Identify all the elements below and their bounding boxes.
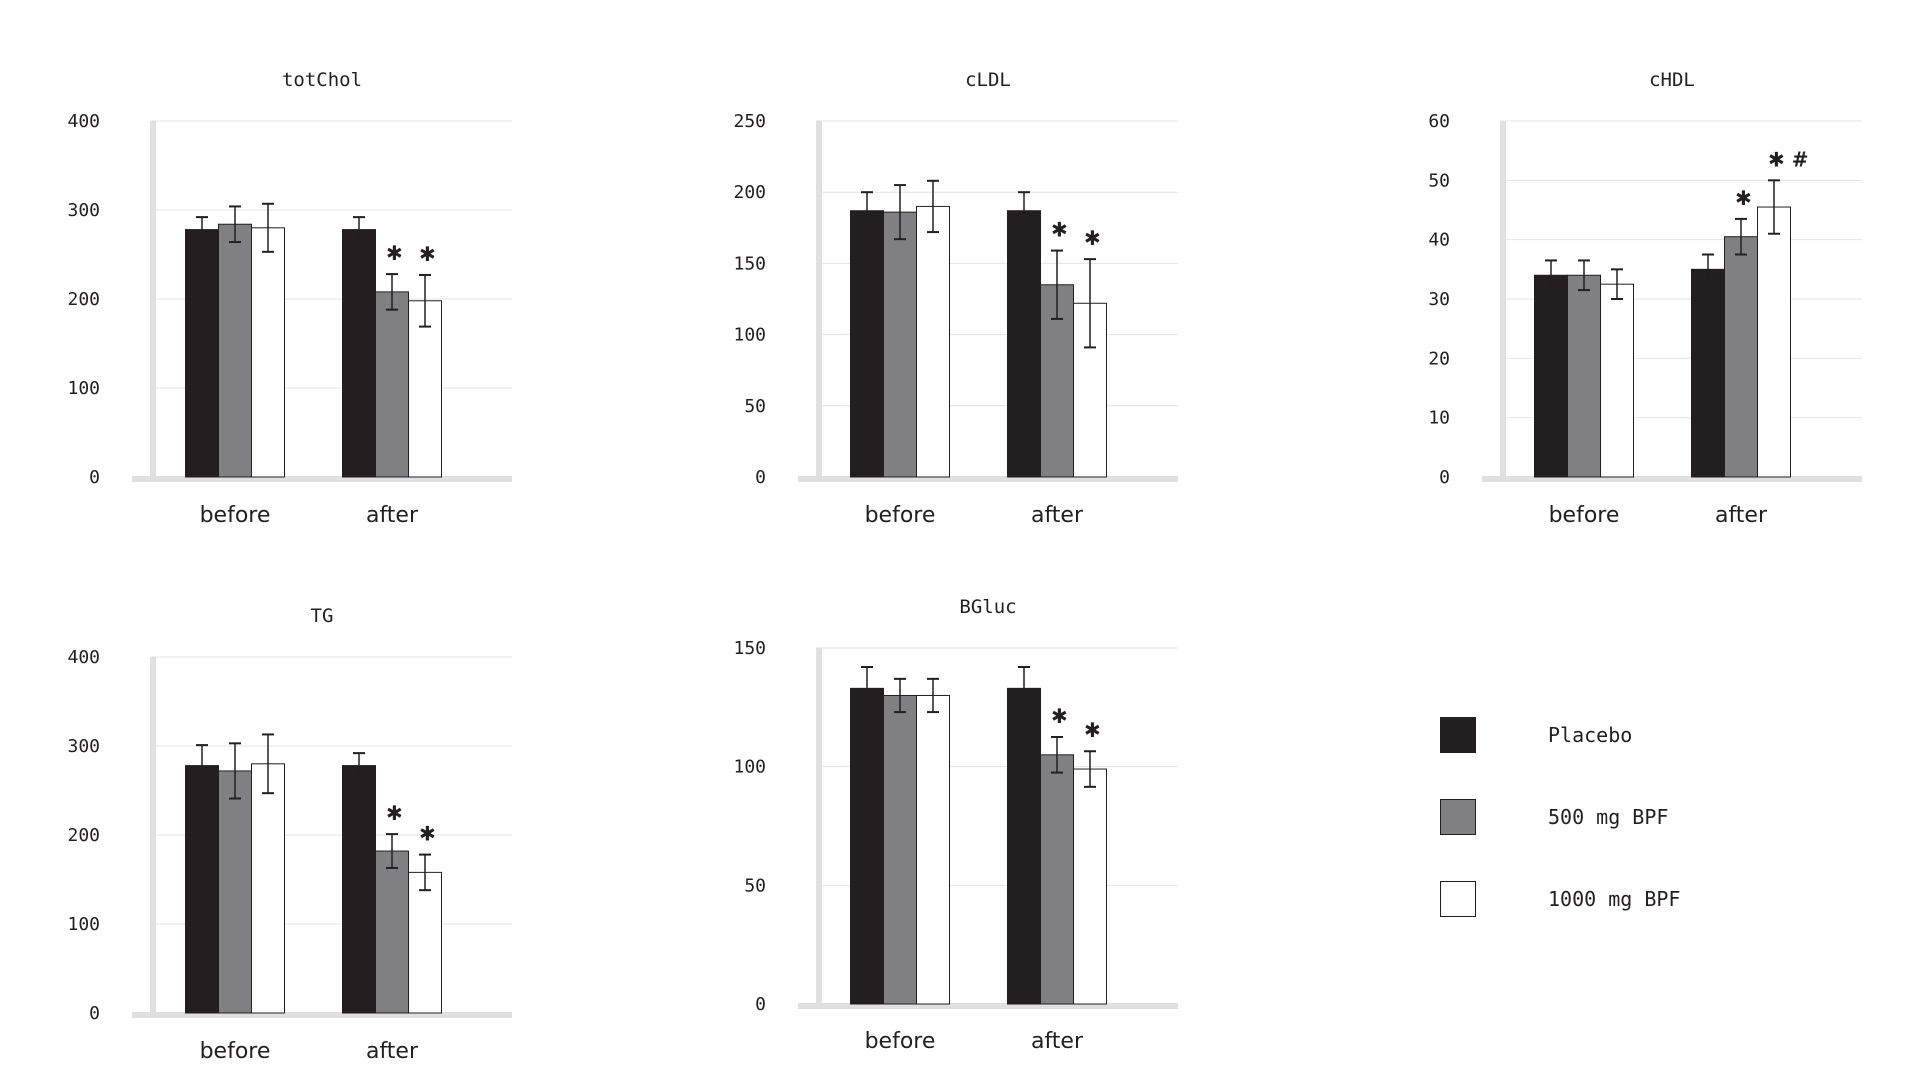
bar-totchol-before-500mg bbox=[218, 223, 252, 478]
category-label-bgluc-before: before bbox=[865, 1029, 936, 1054]
bar-cldl-after-1000mg bbox=[1073, 302, 1107, 478]
legend-label-1000mg: 1000 mg BPF bbox=[1548, 887, 1681, 911]
tick-label-chdl-0: 0 bbox=[1439, 467, 1450, 488]
legend-swatch-placebo bbox=[1440, 717, 1476, 753]
category-label-bgluc-after: after bbox=[1031, 1029, 1084, 1054]
tick-label-totchol-300: 300 bbox=[67, 200, 100, 221]
bar-chdl-before-placebo bbox=[1534, 274, 1568, 478]
significance-marker-cldl-500mg: ✱ bbox=[1051, 218, 1068, 242]
significance-marker-chdl-1000mg: ✱ # bbox=[1768, 147, 1808, 171]
bar-totchol-after-1000mg bbox=[408, 300, 442, 478]
chart-title-cldl: cLDL bbox=[965, 69, 1011, 91]
bar-tg-before-placebo bbox=[185, 765, 219, 1014]
category-label-chdl-before: before bbox=[1549, 503, 1620, 528]
bar-chdl-after-1000mg bbox=[1757, 206, 1791, 478]
bar-bgluc-before-placebo bbox=[850, 687, 884, 1005]
tick-label-cldl-250: 250 bbox=[733, 111, 766, 132]
category-label-cldl-before: before bbox=[865, 503, 936, 528]
bar-totchol-after-placebo bbox=[342, 229, 376, 478]
legend-label-500mg: 500 mg BPF bbox=[1548, 805, 1669, 829]
tick-label-totchol-100: 100 bbox=[67, 378, 100, 399]
chart-title-bgluc: BGluc bbox=[959, 596, 1016, 618]
bar-bgluc-after-500mg bbox=[1040, 754, 1074, 1005]
tick-label-bgluc-50: 50 bbox=[744, 875, 766, 896]
tick-label-cldl-150: 150 bbox=[733, 253, 766, 274]
significance-marker-totchol-1000mg: ✱ bbox=[419, 242, 436, 266]
category-label-tg-before: before bbox=[200, 1039, 271, 1064]
bar-tg-after-placebo bbox=[342, 765, 376, 1014]
bar-bgluc-before-1000mg bbox=[916, 694, 950, 1005]
tick-label-bgluc-0: 0 bbox=[755, 994, 766, 1015]
bar-cldl-before-placebo bbox=[850, 210, 884, 478]
bar-tg-after-500mg bbox=[375, 850, 409, 1014]
bar-chdl-after-placebo bbox=[1691, 268, 1725, 478]
tick-label-cldl-100: 100 bbox=[733, 325, 766, 346]
tick-label-bgluc-150: 150 bbox=[733, 638, 766, 659]
tick-label-chdl-60: 60 bbox=[1428, 111, 1450, 132]
tick-label-cldl-50: 50 bbox=[744, 396, 766, 417]
category-label-chdl-after: after bbox=[1715, 503, 1768, 528]
bar-tg-before-1000mg bbox=[251, 763, 285, 1014]
tick-label-tg-300: 300 bbox=[67, 736, 100, 757]
tick-label-tg-0: 0 bbox=[89, 1003, 100, 1024]
legend-swatch-1000mg bbox=[1440, 881, 1476, 917]
tick-label-totchol-400: 400 bbox=[67, 111, 100, 132]
bar-bgluc-after-1000mg bbox=[1073, 768, 1107, 1005]
legend-swatch-500mg bbox=[1440, 799, 1476, 835]
tick-label-bgluc-100: 100 bbox=[733, 757, 766, 778]
bar-chdl-before-1000mg bbox=[1600, 283, 1634, 478]
chart-title-tg: TG bbox=[311, 605, 334, 627]
tick-label-tg-100: 100 bbox=[67, 914, 100, 935]
bar-tg-before-500mg bbox=[218, 770, 252, 1014]
tick-label-cldl-200: 200 bbox=[733, 182, 766, 203]
tick-label-tg-400: 400 bbox=[67, 647, 100, 668]
bar-cldl-after-placebo bbox=[1007, 210, 1041, 478]
tick-label-totchol-200: 200 bbox=[67, 289, 100, 310]
legend-item-500mg: 500 mg BPF bbox=[1440, 798, 1760, 836]
significance-marker-totchol-500mg: ✱ bbox=[386, 241, 403, 265]
significance-marker-bgluc-500mg: ✱ bbox=[1051, 704, 1068, 728]
legend-label-placebo: Placebo bbox=[1548, 723, 1633, 747]
significance-marker-cldl-1000mg: ✱ bbox=[1084, 226, 1101, 250]
bar-totchol-before-placebo bbox=[185, 229, 219, 478]
tick-label-cldl-0: 0 bbox=[755, 467, 766, 488]
bar-cldl-before-1000mg bbox=[916, 205, 950, 478]
category-label-totchol-before: before bbox=[200, 503, 271, 528]
chart-title-chdl: cHDL bbox=[1649, 69, 1695, 91]
bar-bgluc-before-500mg bbox=[883, 694, 917, 1005]
bar-chdl-after-500mg bbox=[1724, 236, 1758, 478]
significance-marker-tg-500mg: ✱ bbox=[386, 801, 403, 825]
legend-item-1000mg: 1000 mg BPF bbox=[1440, 880, 1760, 918]
bar-bgluc-after-placebo bbox=[1007, 687, 1041, 1005]
category-label-totchol-after: after bbox=[366, 503, 419, 528]
tick-label-chdl-20: 20 bbox=[1428, 348, 1450, 369]
tick-label-chdl-10: 10 bbox=[1428, 408, 1450, 429]
tick-label-chdl-30: 30 bbox=[1428, 289, 1450, 310]
tick-label-chdl-40: 40 bbox=[1428, 230, 1450, 251]
category-label-tg-after: after bbox=[366, 1039, 419, 1064]
bar-chdl-before-500mg bbox=[1567, 274, 1601, 478]
bar-cldl-before-500mg bbox=[883, 211, 917, 478]
significance-marker-tg-1000mg: ✱ bbox=[419, 822, 436, 846]
legend-item-placebo: Placebo bbox=[1440, 716, 1760, 754]
bar-tg-after-1000mg bbox=[408, 871, 442, 1014]
significance-marker-bgluc-1000mg: ✱ bbox=[1084, 718, 1101, 742]
significance-marker-chdl-500mg: ✱ bbox=[1735, 186, 1752, 210]
tick-label-totchol-0: 0 bbox=[89, 467, 100, 488]
bar-totchol-before-1000mg bbox=[251, 227, 285, 478]
bar-totchol-after-500mg bbox=[375, 291, 409, 478]
tick-label-chdl-50: 50 bbox=[1428, 170, 1450, 191]
category-label-cldl-after: after bbox=[1031, 503, 1084, 528]
chart-title-totchol: totChol bbox=[282, 69, 362, 91]
legend: Placebo 500 mg BPF 1000 mg BPF bbox=[1440, 716, 1760, 962]
tick-label-tg-200: 200 bbox=[67, 825, 100, 846]
